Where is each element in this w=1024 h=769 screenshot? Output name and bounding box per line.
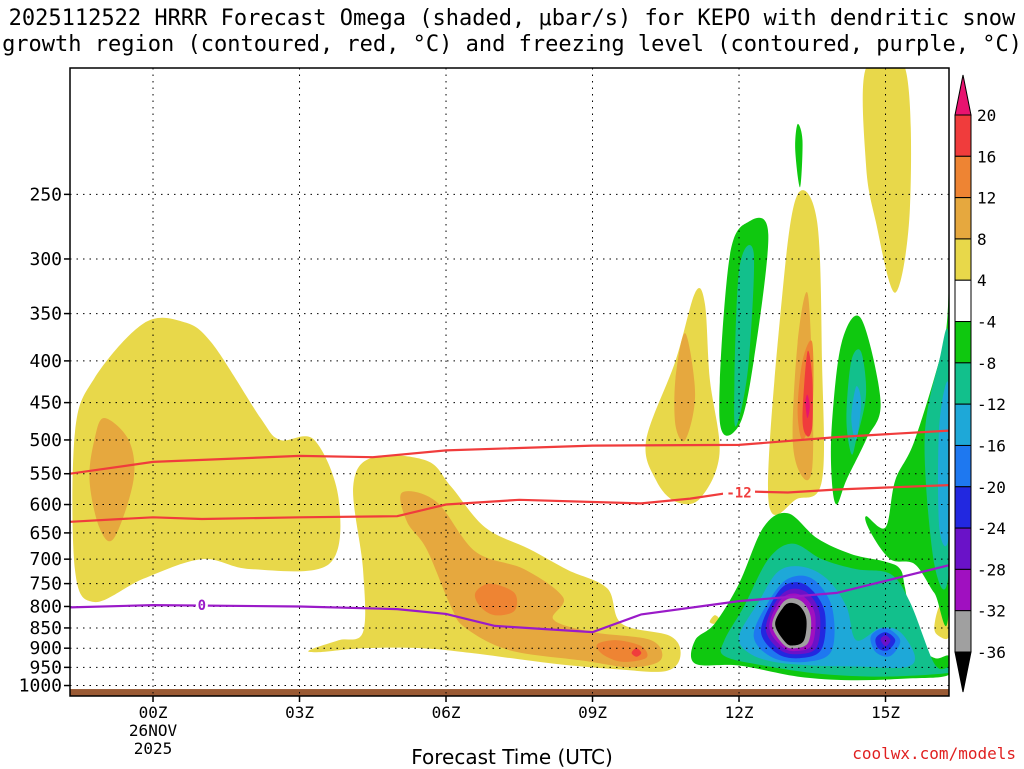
omega-region-20-0 [805,394,810,419]
colorbar-bin-7 [954,362,972,405]
colorbar-label-9: -20 [977,478,1006,497]
omega-region-minus4-3 [865,287,949,627]
omega-region-minus4-1 [795,123,803,188]
freezing-label-bg [195,597,208,614]
credit-text: coolwx.com/models [852,744,1016,763]
y-tick-label-600: 600 [29,495,62,516]
omega-region-minus36-0 [775,602,807,646]
colorbar-label-7: -12 [977,395,1006,414]
y-tick-label-800: 800 [29,596,62,617]
terrain [70,689,949,696]
y-tick-label-450: 450 [29,393,62,414]
y-tick-label-850: 850 [29,618,62,639]
colorbar-bin-13 [954,610,972,653]
omega-shading [72,68,949,681]
freezing-level-label: 0 [198,598,206,614]
plot-frame [69,67,950,697]
y-tick-label-300: 300 [29,249,62,270]
terrain-strip [70,689,949,696]
x-tick-label-15Z: 15Z [871,703,900,722]
x-tick-label-00Z: 00Z [139,703,168,722]
date-label-day: 26NOV [129,721,178,740]
temperature-contours: 0 -12 [70,429,949,634]
colorbar-bin-12 [954,568,972,612]
colorbar-bin-5 [954,279,972,323]
colorbar-label-5: -4 [977,313,996,332]
omega-region-12-0 [474,583,518,616]
colorbar-label-2: 12 [977,189,996,208]
colorbar-bin-9 [954,444,972,488]
x-tick-label-09Z: 09Z [578,703,607,722]
colorbar-label-0: 20 [977,106,996,125]
colorbar-label-4: 4 [977,271,987,290]
colorbar-label-13: -36 [977,643,1006,662]
y-tick-label-500: 500 [29,430,62,451]
y-tick-label-650: 650 [29,523,62,544]
y-tick-label-400: 400 [29,351,62,372]
omega-region-16-1 [631,648,642,657]
gridlines [70,68,949,696]
isotherm-minus12-label: -12 [726,486,751,502]
colorbar-bin-2 [954,155,972,199]
colorbar-label-11: -28 [977,560,1006,579]
colorbar-label-10: -24 [977,519,1006,538]
colorbar-label-6: -8 [977,354,996,373]
x-axis-label: Forecast Time (UTC) [411,745,613,769]
colorbar-label-12: -32 [977,602,1006,621]
contour-2 [70,564,949,634]
colorbar-bin-10 [954,486,972,529]
chart-title-line-1: 2025112522 HRRR Forecast Omega (shaded, … [8,6,1016,31]
omega-region-8-2 [674,333,696,442]
y-tick-label-950: 950 [29,657,62,678]
colorbar-bin-4 [954,238,972,281]
colorbar-bin-11 [954,527,972,570]
colorbar: 20 16 12 8 4 -4 -8 -12 -16 -20 -24 -28 -32 -36 [954,74,1006,693]
omega-region-8-0 [89,418,135,542]
y-tick-label-250: 250 [29,184,62,205]
contour-1 [70,484,949,523]
contour-0 [70,429,949,475]
omega-region-16-0 [802,350,813,437]
colorbar-bottom-arrow [954,651,972,693]
omega-region-4-4 [862,68,912,293]
y-tick-label-550: 550 [29,464,62,485]
y-tick-label-700: 700 [29,549,62,570]
y-tick-label-750: 750 [29,574,62,595]
colorbar-label-8: -16 [977,436,1006,455]
omega-region-minus12-1 [938,381,949,547]
omega-region-12-1 [596,640,648,662]
colorbar-label-3: 8 [977,230,987,249]
chart-title-line-2: growth region (contoured, red, °C) and f… [2,32,1022,57]
x-tick-label-03Z: 03Z [285,703,314,722]
y-axis: 2503003504004505005506006507007508008509… [19,184,70,697]
y-tick-label-350: 350 [29,304,62,325]
omega-region-8-1 [400,491,663,668]
colorbar-bin-8 [954,403,972,446]
colorbar-bin-1 [954,114,972,157]
x-tick-label-06Z: 06Z [432,703,461,722]
x-tick-label-12Z: 12Z [725,703,754,722]
colorbar-label-1: 16 [977,147,996,166]
omega-region-minus12-0 [851,386,862,441]
omega-region-4-3 [767,190,825,515]
date-label-year: 2025 [134,739,173,758]
y-tick-label-900: 900 [29,638,62,659]
colorbar-bin-6 [954,321,972,364]
y-tick-label-1000: 1000 [19,676,62,697]
colorbar-top-arrow [954,74,972,116]
colorbar-bin-3 [954,197,972,240]
isotherm-label-bg [723,484,756,501]
